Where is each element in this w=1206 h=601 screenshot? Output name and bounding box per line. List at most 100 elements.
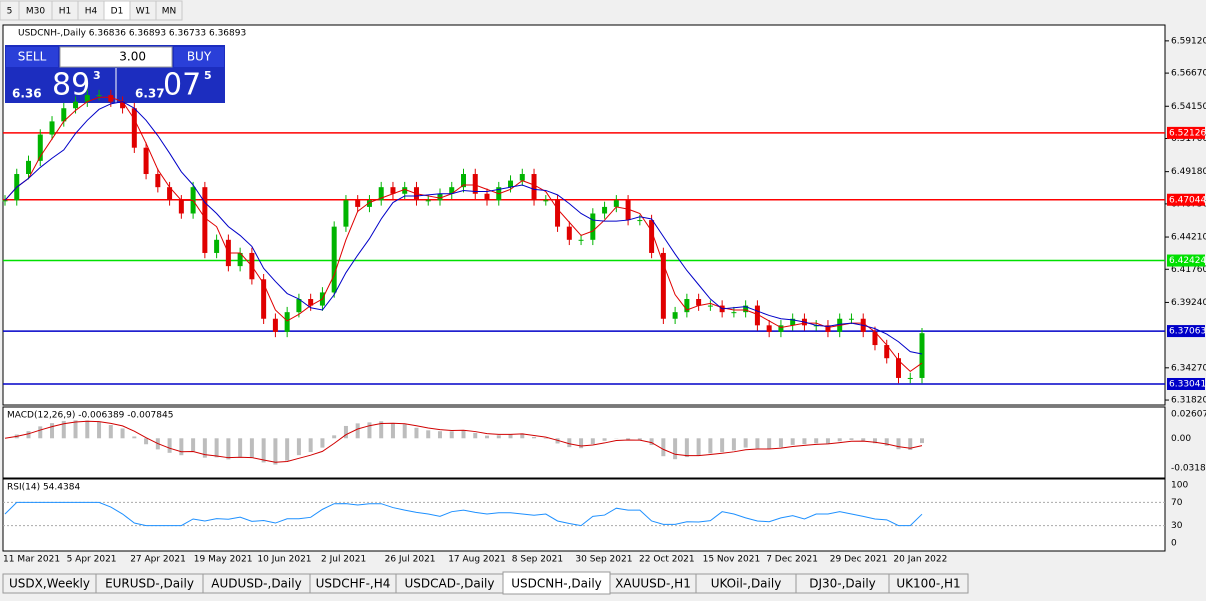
sell-prefix: 6.36 xyxy=(12,87,42,101)
macd-bar xyxy=(661,438,665,456)
candle xyxy=(155,174,160,187)
candle xyxy=(543,200,548,201)
rsi-tick-label: 100 xyxy=(1171,480,1188,490)
date-label: 15 Nov 2021 xyxy=(703,555,761,565)
macd-bar xyxy=(367,422,371,438)
macd-bar xyxy=(309,438,313,452)
macd-bar xyxy=(403,424,407,438)
date-label: 17 Aug 2021 xyxy=(448,555,506,565)
macd-bar xyxy=(802,438,806,444)
macd-bar xyxy=(450,431,454,438)
macd-bar xyxy=(685,438,689,457)
macd-bar xyxy=(438,431,442,438)
macd-bar xyxy=(544,438,548,439)
macd-bar xyxy=(779,438,783,447)
macd-bar xyxy=(238,438,242,457)
timeframe-label: W1 xyxy=(136,7,151,17)
tab-label: DJ30-,Daily xyxy=(809,577,876,591)
candle xyxy=(285,312,290,332)
candle xyxy=(3,200,8,201)
candle xyxy=(97,95,102,96)
macd-bar xyxy=(168,438,172,453)
candle xyxy=(896,358,901,378)
price-label: 6.56670 xyxy=(1171,69,1206,79)
date-label: 30 Sep 2021 xyxy=(575,555,632,565)
lots-text: 3.00 xyxy=(119,50,146,64)
macd-bar xyxy=(532,437,536,438)
timeframe-label: MN xyxy=(162,7,177,17)
sell-text: SELL xyxy=(18,50,47,64)
candle xyxy=(296,299,301,312)
sell-big: 89 xyxy=(52,68,90,103)
price-label: 6.34270 xyxy=(1171,363,1206,373)
candle xyxy=(508,181,513,188)
candle xyxy=(532,174,537,200)
macd-bar xyxy=(579,438,583,448)
candle xyxy=(355,200,360,207)
macd-bar xyxy=(262,438,266,462)
candle xyxy=(214,240,219,253)
macd-bar xyxy=(826,438,830,443)
macd-bar xyxy=(132,436,136,438)
candle xyxy=(920,333,925,378)
macd-bar xyxy=(920,438,924,443)
buy-text: BUY xyxy=(187,50,212,64)
macd-bar xyxy=(273,438,277,464)
macd-pane xyxy=(3,407,1165,478)
macd-bar xyxy=(250,438,254,458)
candle xyxy=(343,200,348,226)
macd-bar xyxy=(356,423,360,438)
macd-bar xyxy=(391,423,395,438)
macd-bar xyxy=(838,438,842,441)
candle xyxy=(637,220,642,221)
macd-bar xyxy=(121,428,125,438)
sell-sup: 3 xyxy=(93,69,101,82)
tab-label: UKOil-,Daily xyxy=(711,577,782,591)
lots-input[interactable] xyxy=(60,47,172,67)
macd-bar xyxy=(320,438,324,447)
macd-bar xyxy=(215,438,219,457)
date-label: 11 Mar 2021 xyxy=(3,555,60,565)
timeframe-label: M30 xyxy=(26,7,45,17)
candle xyxy=(261,279,266,318)
candle xyxy=(144,148,149,174)
date-label: 22 Oct 2021 xyxy=(639,555,695,565)
macd-tick-label: -0.03187 xyxy=(1171,464,1206,474)
date-label: 27 Apr 2021 xyxy=(130,555,186,565)
macd-bar xyxy=(755,438,759,448)
price-label: 6.31820 xyxy=(1171,396,1206,406)
date-label: 8 Sep 2021 xyxy=(512,555,563,565)
macd-bar xyxy=(708,438,712,453)
macd-bar xyxy=(109,425,113,438)
price-label: 6.49180 xyxy=(1171,167,1206,177)
macd-bar xyxy=(191,438,195,451)
tab-label: USDCAD-,Daily xyxy=(405,577,495,591)
candle xyxy=(767,325,772,332)
macd-bar xyxy=(697,438,701,455)
macd-bar xyxy=(332,435,336,438)
macd-bar xyxy=(38,426,42,438)
price-label: 6.54150 xyxy=(1171,102,1206,112)
macd-bar xyxy=(814,438,818,443)
candle xyxy=(849,319,854,320)
candle xyxy=(273,319,278,332)
macd-bar xyxy=(767,438,771,449)
level-label: 6.52126 xyxy=(1169,128,1206,138)
date-label: 7 Dec 2021 xyxy=(766,555,818,565)
macd-bar xyxy=(591,438,595,444)
macd-bar xyxy=(144,438,148,444)
rsi-tick-label: 0 xyxy=(1171,539,1177,549)
price-label: 6.39240 xyxy=(1171,298,1206,308)
candle xyxy=(426,200,431,201)
candle xyxy=(579,240,584,241)
macd-bar xyxy=(344,426,348,438)
macd-bar xyxy=(720,438,724,452)
candle xyxy=(567,227,572,240)
macd-bar xyxy=(509,434,513,438)
candle xyxy=(731,312,736,313)
date-label: 10 Jun 2021 xyxy=(257,555,311,565)
macd-bar xyxy=(603,438,607,441)
buy-sup: 5 xyxy=(204,69,212,82)
macd-bar xyxy=(626,438,630,439)
date-label: 29 Dec 2021 xyxy=(830,555,888,565)
